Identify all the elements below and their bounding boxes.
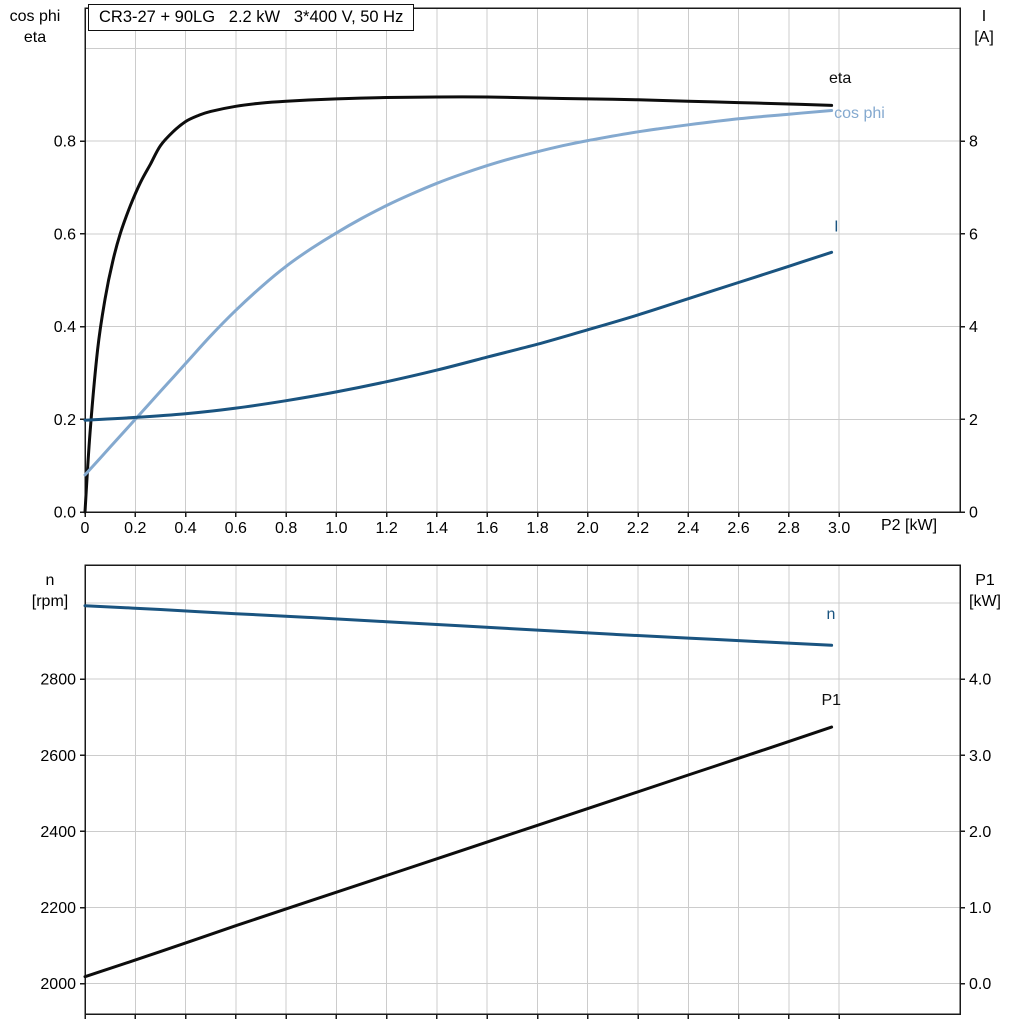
left-axis-tick-label: 2600 [40,748,76,765]
x-axis-tick-label: 2.4 [677,520,699,537]
bottom-chart-right-axis-title: P1 [kW] [956,570,1014,612]
x-axis-tick-label: 3.0 [828,520,850,537]
bottom-chart-left-axis-title: n [rpm] [18,570,82,612]
left-axis-title-line2: [rpm] [31,593,69,610]
left-axis-title-line1: n [45,572,55,589]
x-axis-tick-label: 1.2 [375,520,397,537]
x-axis-tick-label: 2.2 [627,520,649,537]
left-axis-tick-label: 0.4 [54,319,76,336]
left-axis-title-line1: cos phi [9,8,61,25]
x-axis-tick-label: 2.0 [577,520,599,537]
left-axis-tick-label: 0.0 [54,505,76,522]
left-axis-tick-label: 0.2 [54,412,76,429]
plot-border [84,7,961,513]
series-curve-i [83,250,834,422]
left-axis-tick-label: 2400 [40,824,76,841]
right-axis-title-line2: [kW] [969,593,1001,610]
right-axis-title-line1: P1 [975,572,995,589]
right-axis-tick-label: 3.0 [969,748,991,765]
x-axis-tick-label: 1.0 [325,520,347,537]
top-chart-left-axis-title: cos phi eta [2,6,68,48]
series-label-eta: eta [829,70,851,87]
right-axis-tick-label: 0 [969,505,978,522]
series-label-n: n [827,606,836,623]
x-axis-tick-label: 0.4 [174,520,196,537]
left-axis-tick-label: 2000 [40,976,76,993]
chart-title-box: CR3-27 + 90LG 2.2 kW 3*400 V, 50 Hz [88,4,415,31]
right-axis-tick-label: 6 [969,226,978,243]
right-axis-tick-label: 8 [969,134,978,151]
x-axis-tick-label: 1.8 [526,520,548,537]
series-curve-eta [83,95,834,514]
series-label-p1: P1 [822,692,842,709]
left-axis-tick-label: 2800 [40,672,76,689]
plot-border [84,564,961,1015]
left-axis-tick-label: 2200 [40,900,76,917]
top-chart-right-axis-title: I [A] [956,6,1012,48]
right-axis-tick-label: 2 [969,412,978,429]
x-axis-tick-label: 2.6 [727,520,749,537]
right-axis-tick-label: 2.0 [969,824,991,841]
left-axis-tick-label: 0.8 [54,134,76,151]
x-axis-tick-label: 1.4 [426,520,448,537]
series-curve-p1 [83,725,834,979]
right-axis-tick-label: 4 [969,319,978,336]
right-axis-tick-label: 4.0 [969,672,991,689]
x-axis-tick-label: 2.8 [778,520,800,537]
left-axis-tick-label: 0.6 [54,226,76,243]
series-label-i: I [834,219,838,236]
right-axis-title-line2: [A] [974,29,994,46]
right-axis-tick-label: 0.0 [969,976,991,993]
x-axis-tick-label: 0.8 [275,520,297,537]
left-axis-title-line2: eta [23,29,47,46]
series-label-cos-phi: cos phi [834,105,885,122]
series-curve-cos-phi [83,109,834,477]
x-axis-tick-label: 0.6 [225,520,247,537]
right-axis-tick-label: 1.0 [969,900,991,917]
series-curve-n [83,604,834,647]
x-axis-label: P2 [kW] [881,517,938,534]
x-axis-tick-label: 1.6 [476,520,498,537]
x-axis-tick-label: 0 [81,520,90,537]
right-axis-title-line1: I [981,8,987,25]
x-axis-tick-label: 0.2 [124,520,146,537]
